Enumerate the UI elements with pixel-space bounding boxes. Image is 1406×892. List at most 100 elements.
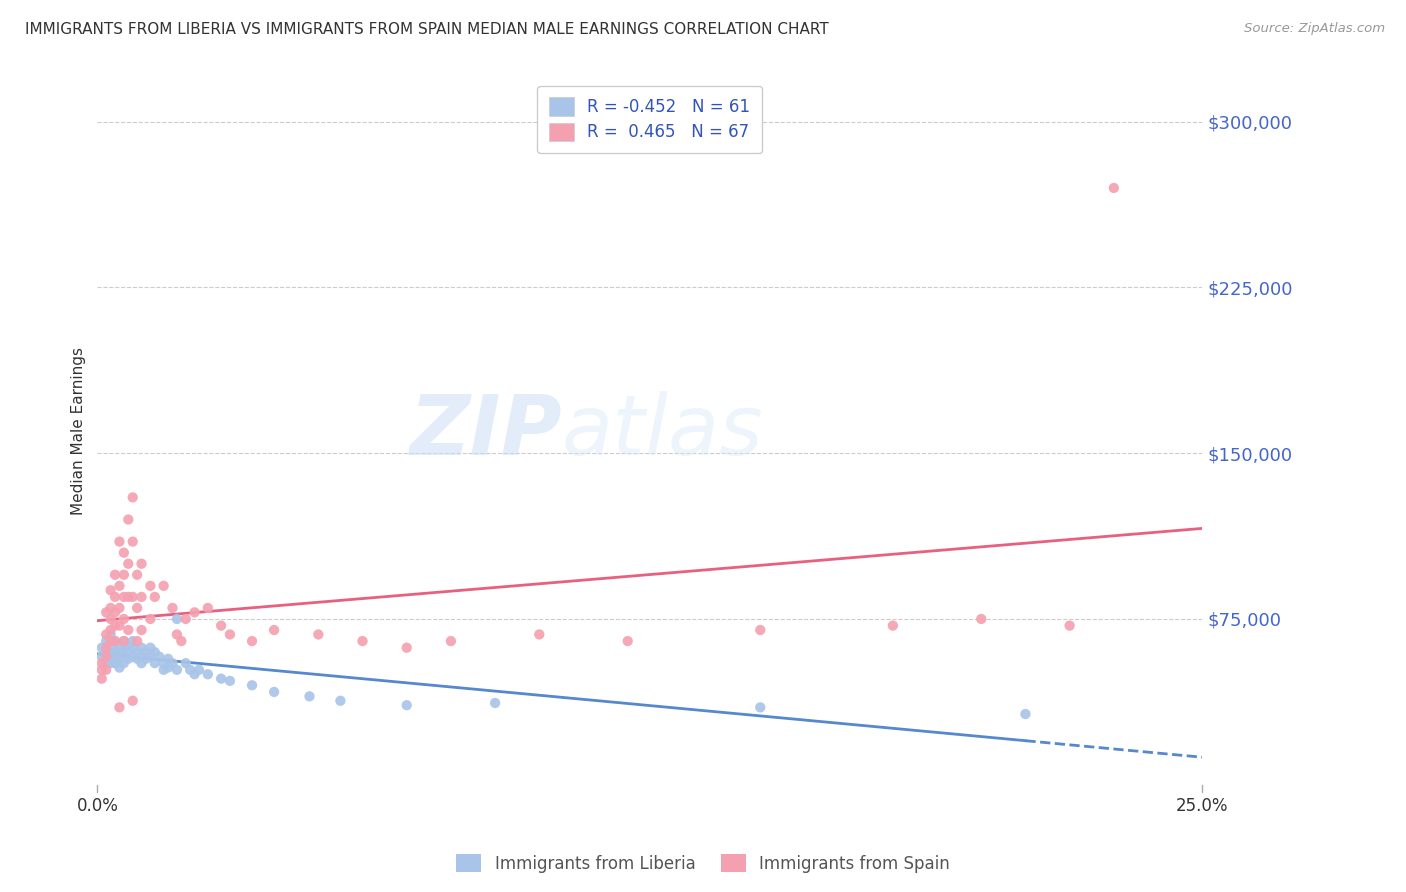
Point <box>882 618 904 632</box>
Point <box>135 652 157 666</box>
Point <box>104 634 127 648</box>
Point <box>112 546 135 560</box>
Point <box>143 656 166 670</box>
Point <box>112 640 135 655</box>
Point <box>127 567 149 582</box>
Point <box>440 634 463 648</box>
Point <box>100 601 122 615</box>
Point <box>108 645 131 659</box>
Point <box>263 623 285 637</box>
Point <box>104 590 127 604</box>
Point <box>100 649 122 664</box>
Point <box>139 640 162 655</box>
Point <box>209 672 232 686</box>
Point <box>121 590 143 604</box>
Point <box>96 640 118 655</box>
Point <box>90 656 112 670</box>
Point <box>148 649 170 664</box>
Point <box>112 649 135 664</box>
Point <box>112 634 135 648</box>
Point <box>749 700 772 714</box>
Point <box>104 634 127 648</box>
Point <box>121 694 143 708</box>
Point <box>170 634 193 648</box>
Point <box>104 656 127 670</box>
Point <box>166 663 188 677</box>
Point <box>121 649 143 664</box>
Point <box>143 645 166 659</box>
Point <box>131 590 153 604</box>
Point <box>127 645 149 659</box>
Point <box>96 627 118 641</box>
Point <box>117 557 139 571</box>
Point <box>135 645 157 659</box>
Point <box>749 623 772 637</box>
Point <box>179 663 201 677</box>
Point <box>112 612 135 626</box>
Point <box>1014 706 1036 721</box>
Point <box>121 640 143 655</box>
Point <box>104 605 127 619</box>
Point <box>166 627 188 641</box>
Point <box>117 623 139 637</box>
Point <box>395 640 418 655</box>
Point <box>108 660 131 674</box>
Point <box>108 579 131 593</box>
Point <box>329 694 352 708</box>
Point <box>108 639 131 653</box>
Point <box>152 663 174 677</box>
Text: Source: ZipAtlas.com: Source: ZipAtlas.com <box>1244 22 1385 36</box>
Legend: Immigrants from Liberia, Immigrants from Spain: Immigrants from Liberia, Immigrants from… <box>450 847 956 880</box>
Point <box>131 640 153 655</box>
Point <box>112 567 135 582</box>
Point <box>219 627 242 641</box>
Point <box>174 656 197 670</box>
Point <box>352 634 374 648</box>
Legend: R = -0.452   N = 61, R =  0.465   N = 67: R = -0.452 N = 61, R = 0.465 N = 67 <box>537 86 762 153</box>
Point <box>157 652 180 666</box>
Point <box>108 618 131 632</box>
Point <box>96 663 118 677</box>
Point <box>100 623 122 637</box>
Point <box>117 639 139 653</box>
Point <box>152 579 174 593</box>
Text: IMMIGRANTS FROM LIBERIA VS IMMIGRANTS FROM SPAIN MEDIAN MALE EARNINGS CORRELATIO: IMMIGRANTS FROM LIBERIA VS IMMIGRANTS FR… <box>25 22 830 37</box>
Point <box>139 649 162 664</box>
Point <box>90 672 112 686</box>
Point <box>219 673 242 688</box>
Point <box>174 612 197 626</box>
Point <box>162 656 184 670</box>
Point <box>100 612 122 626</box>
Point <box>1059 618 1081 632</box>
Point <box>395 698 418 713</box>
Text: ZIP: ZIP <box>409 391 561 472</box>
Point <box>183 667 205 681</box>
Point <box>121 634 143 648</box>
Point <box>100 627 122 641</box>
Point <box>100 634 122 648</box>
Point <box>100 640 122 655</box>
Point <box>96 645 118 659</box>
Point <box>90 640 112 655</box>
Point <box>104 618 127 632</box>
Point <box>117 652 139 666</box>
Point <box>108 601 131 615</box>
Point <box>131 623 153 637</box>
Point <box>117 645 139 659</box>
Point <box>307 627 329 641</box>
Point <box>143 590 166 604</box>
Point <box>183 605 205 619</box>
Point <box>112 634 135 648</box>
Point <box>139 612 162 626</box>
Point <box>104 567 127 582</box>
Point <box>121 491 143 505</box>
Point <box>100 583 122 598</box>
Point <box>117 590 139 604</box>
Point <box>209 618 232 632</box>
Point <box>100 656 122 670</box>
Point <box>127 601 149 615</box>
Point <box>529 627 551 641</box>
Point <box>188 663 211 677</box>
Point <box>96 656 118 670</box>
Point <box>90 663 112 677</box>
